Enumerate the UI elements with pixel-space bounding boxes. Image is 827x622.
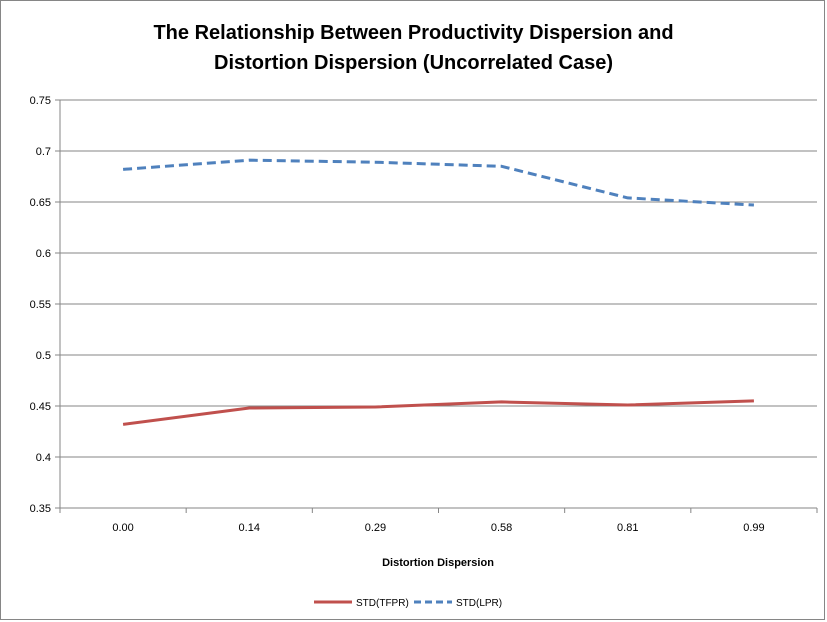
chart-title-line-2: Distortion Dispersion (Uncorrelated Case…	[214, 52, 613, 74]
y-tick-label: 0.75	[30, 95, 51, 107]
y-tick-label: 0.65	[30, 197, 51, 209]
x-tick-label: 0.58	[491, 522, 512, 534]
series-line-std-tfpr	[122, 399, 754, 426]
series-lines	[122, 158, 755, 426]
legend-label: STD(TFPR)	[356, 598, 409, 609]
x-tick-label: 0.14	[239, 522, 260, 534]
y-tick-label: 0.5	[36, 350, 51, 362]
y-tick-label: 0.7	[36, 146, 51, 158]
chart-title-line-1: The Relationship Between Productivity Di…	[153, 22, 674, 44]
series-line-std-lpr	[122, 158, 755, 207]
legend-label: STD(LPR)	[456, 598, 502, 609]
x-tick-labels: 0.00 0.14 0.29 0.58 0.81 0.99	[112, 522, 764, 534]
legend: STD(TFPR) STD(LPR)	[314, 598, 502, 609]
y-tick-labels: 0.35 0.4 0.45 0.5 0.55 0.6 0.65 0.7 0.75	[30, 95, 51, 515]
x-axis-label: Distortion Dispersion	[382, 557, 494, 569]
gridlines	[60, 99, 817, 509]
x-tick-label: 0.99	[743, 522, 764, 534]
y-tick-label: 0.55	[30, 299, 51, 311]
x-tick-label: 0.81	[617, 522, 638, 534]
x-tick-label: 0.00	[112, 522, 133, 534]
y-tick-label: 0.45	[30, 401, 51, 413]
y-tick-label: 0.35	[30, 503, 51, 515]
x-tick-label: 0.29	[365, 522, 386, 534]
axes	[55, 99, 818, 513]
chart-title: The Relationship Between Productivity Di…	[0, 18, 827, 78]
y-tick-label: 0.4	[36, 452, 51, 464]
y-tick-label: 0.6	[36, 248, 51, 260]
